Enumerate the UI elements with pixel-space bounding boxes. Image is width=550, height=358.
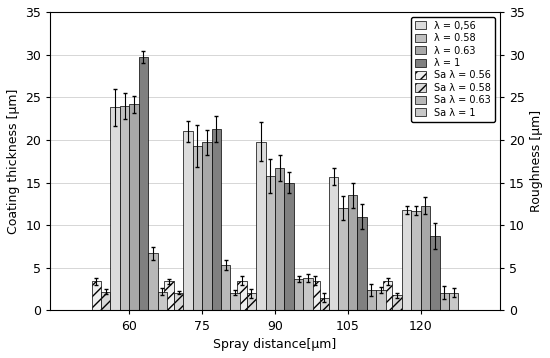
Bar xyxy=(430,236,439,310)
Bar xyxy=(174,292,183,310)
Bar xyxy=(411,211,421,310)
Bar xyxy=(120,106,129,310)
Bar xyxy=(212,129,221,310)
Bar xyxy=(310,281,320,310)
Bar xyxy=(320,298,329,310)
Bar xyxy=(157,292,167,310)
Bar xyxy=(303,278,313,310)
Bar xyxy=(202,142,212,310)
Bar xyxy=(256,142,266,310)
Bar xyxy=(402,210,411,310)
Bar xyxy=(358,217,367,310)
Bar xyxy=(183,131,192,310)
Bar xyxy=(111,107,120,310)
Bar xyxy=(101,292,111,310)
Bar xyxy=(237,281,247,310)
Bar xyxy=(367,290,376,310)
Bar xyxy=(192,146,202,310)
Bar xyxy=(148,253,157,310)
Bar xyxy=(294,279,303,310)
Bar xyxy=(449,292,459,310)
Bar xyxy=(338,208,348,310)
Bar xyxy=(230,292,240,310)
Bar xyxy=(275,168,284,310)
Bar xyxy=(421,205,430,310)
X-axis label: Spray distance[µm]: Spray distance[µm] xyxy=(213,338,337,351)
Bar xyxy=(266,176,275,310)
Legend: λ = 0,56, λ = 0.58, λ = 0.63, λ = 1, Sa λ = 0.56, Sa λ = 0.58, Sa λ = 0.63, Sa λ: λ = 0,56, λ = 0.58, λ = 0.63, λ = 1, Sa … xyxy=(411,17,495,122)
Bar xyxy=(247,294,256,310)
Bar xyxy=(376,290,386,310)
Bar xyxy=(284,183,294,310)
Y-axis label: Roughness [µm]: Roughness [µm] xyxy=(530,110,543,212)
Bar xyxy=(439,292,449,310)
Bar xyxy=(139,57,148,310)
Bar xyxy=(383,281,393,310)
Y-axis label: Coating thickness [µm]: Coating thickness [µm] xyxy=(7,88,20,234)
Bar xyxy=(393,295,402,310)
Bar xyxy=(221,265,230,310)
Bar xyxy=(129,104,139,310)
Bar xyxy=(164,281,174,310)
Bar xyxy=(91,281,101,310)
Bar xyxy=(348,195,358,310)
Bar xyxy=(329,176,338,310)
